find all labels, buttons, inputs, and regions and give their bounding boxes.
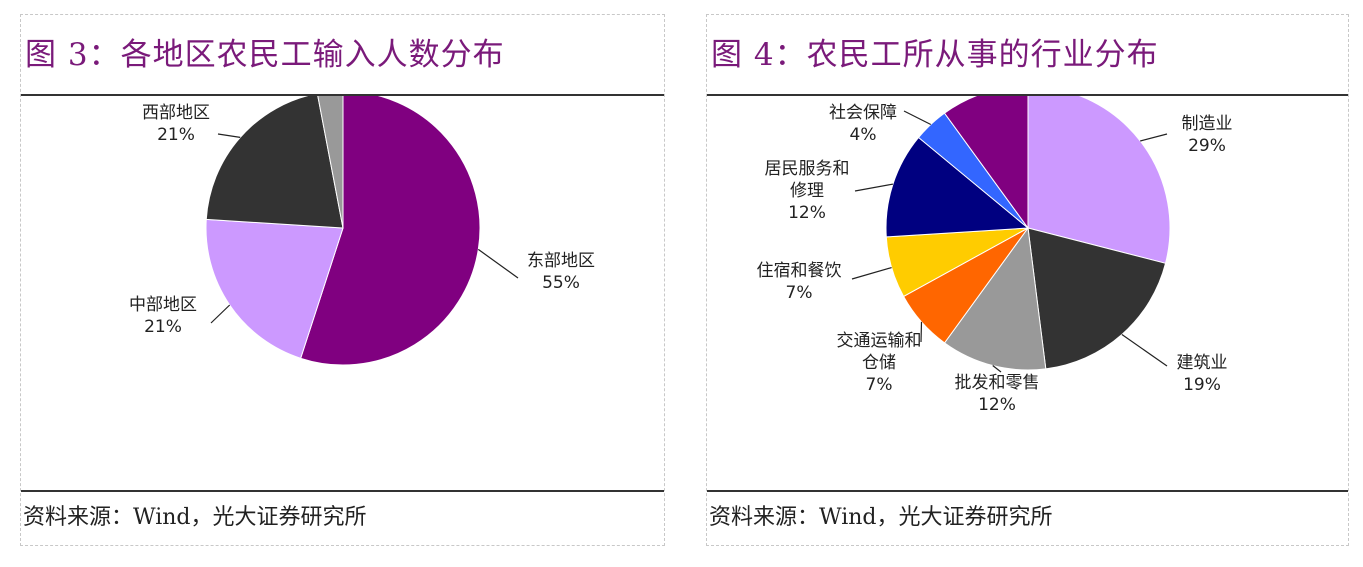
- leader-line-2: [217, 133, 241, 138]
- leader-line-3: [920, 321, 923, 343]
- pie-slice-0: [300, 96, 481, 366]
- leader-line-5: [854, 183, 894, 192]
- pie-slices: [205, 96, 481, 366]
- leader-line-0: [477, 248, 519, 279]
- pie-labels: 东部地区 55% 中部地区 21% 西部地区 21%: [129, 103, 595, 337]
- slice-label-6: 社会保障 4%: [829, 103, 897, 145]
- slice-label-1: 建筑业 19%: [1177, 353, 1228, 395]
- figure-4-pie-chart: 制造业 29% 建筑业 19% 批发和零售 12% 交通运输和仓储 7% 住宿和餐饮 7% 居民服务…: [757, 96, 1233, 415]
- pie-slice-1: [205, 218, 344, 359]
- pie-labels: 制造业 29% 建筑业 19% 批发和零售 12% 交通运输和仓储 7% 住宿和餐饮 7% 居民服务…: [757, 103, 1233, 415]
- pie-slice-2: [943, 226, 1047, 371]
- figure-3-top-rule: [21, 94, 664, 96]
- figure-4-panel: 图 4：农民工所从事的行业分布 制造业 29% 建筑业 19% 批发和零售 12% 交通运输…: [706, 14, 1349, 546]
- slice-label-1: 中部地区 21%: [129, 295, 197, 337]
- pie-slice-unlabeled-3: [317, 96, 344, 229]
- figure-4-title: 图 4：农民工所从事的行业分布: [711, 37, 1159, 73]
- figure-3-title: 图 3：各地区农民工输入人数分布: [25, 37, 505, 73]
- pie-slice-2: [205, 96, 344, 229]
- slice-label-2: 批发和零售 12%: [955, 373, 1040, 415]
- slice-label-2: 西部地区 21%: [142, 103, 210, 145]
- figure-3-pie-chart: 东部地区 55% 中部地区 21% 西部地区 21%: [129, 96, 595, 366]
- pie-slices: [885, 96, 1171, 371]
- leader-line-1: [210, 304, 231, 324]
- leader-line-6: [903, 110, 932, 126]
- slice-label-4: 住宿和餐饮 7%: [757, 261, 842, 303]
- figure-3-panel: 图 3：各地区农民工输入人数分布 东部地区 55% 中部地区 21% 西部地区 21% 资…: [20, 14, 665, 546]
- leader-line-0: [1140, 133, 1168, 142]
- leader-line-4: [851, 267, 892, 280]
- slice-label-5: 居民服务和修理 12%: [765, 159, 850, 223]
- figure-4-top-rule: [707, 94, 1348, 96]
- figure-4-source: 资料来源：Wind，光大证券研究所: [709, 505, 1053, 530]
- slice-label-3: 交通运输和仓储 7%: [837, 331, 922, 395]
- leader-line-1: [1121, 334, 1168, 367]
- figure-3-source: 资料来源：Wind，光大证券研究所: [23, 505, 367, 530]
- slice-label-0: 制造业 29%: [1182, 114, 1233, 156]
- figure-4-bottom-rule: [707, 490, 1348, 492]
- figure-3-bottom-rule: [21, 490, 664, 492]
- pie-slice-unlabeled-7: [943, 96, 1029, 230]
- pie-slice-5: [885, 136, 1030, 238]
- leader-line-2: [992, 365, 1002, 373]
- slice-label-0: 东部地区 55%: [527, 251, 595, 293]
- pie-slice-0: [1027, 96, 1171, 264]
